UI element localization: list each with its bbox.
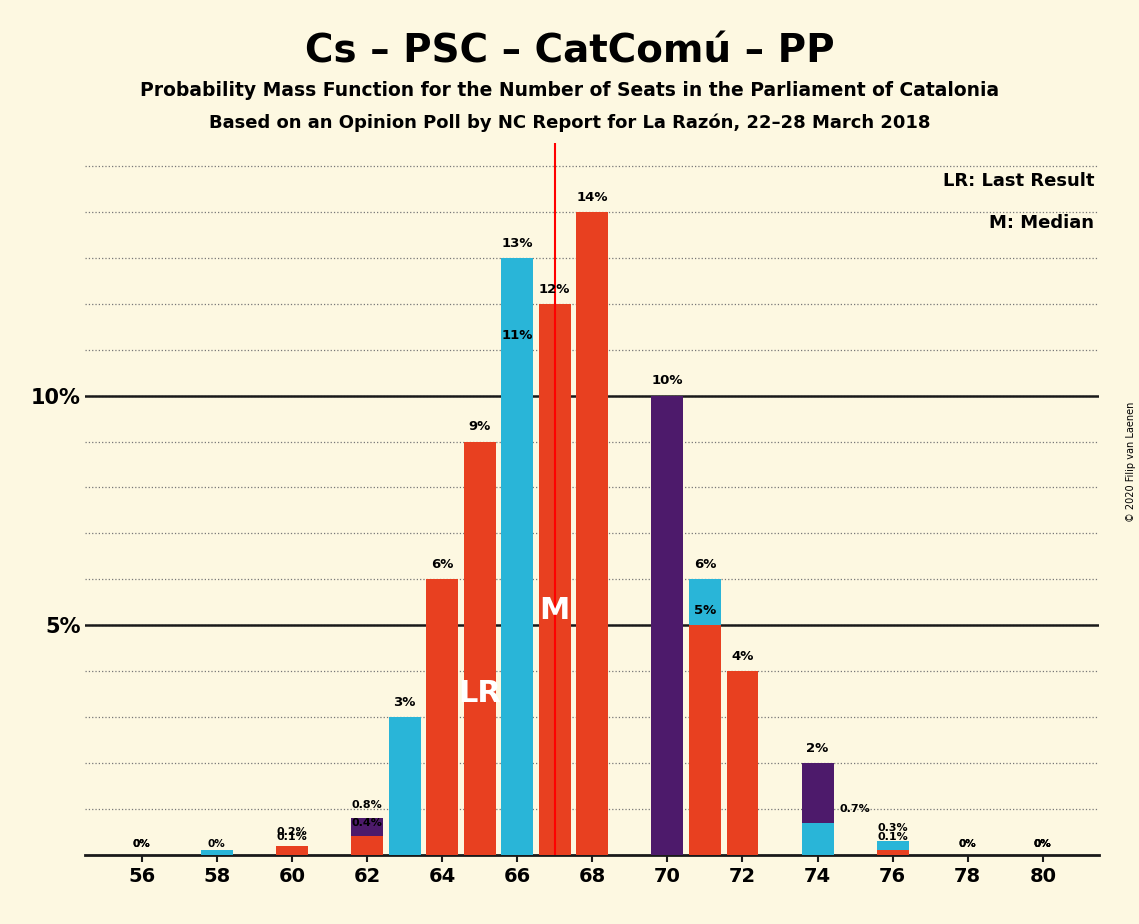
Text: M: Median: M: Median [989, 214, 1095, 232]
Bar [877, 841, 909, 855]
Text: M: M [540, 596, 570, 626]
Text: 0.8%: 0.8% [352, 799, 383, 809]
Text: 0%: 0% [959, 839, 976, 849]
Bar [877, 850, 909, 855]
Text: 0%: 0% [1034, 839, 1051, 849]
Text: 13%: 13% [501, 237, 533, 249]
Text: 0%: 0% [133, 839, 150, 849]
Text: 0%: 0% [133, 839, 150, 849]
Bar [464, 442, 495, 855]
Bar [388, 717, 420, 855]
Text: Probability Mass Function for the Number of Seats in the Parliament of Catalonia: Probability Mass Function for the Number… [140, 81, 999, 101]
Text: 9%: 9% [468, 420, 491, 433]
Text: 6%: 6% [431, 558, 453, 571]
Text: 0.7%: 0.7% [839, 804, 870, 814]
Text: 12%: 12% [539, 283, 571, 296]
Bar [276, 845, 308, 855]
Bar [276, 845, 308, 855]
Text: 0.2%: 0.2% [277, 827, 308, 837]
Bar [652, 395, 683, 855]
Bar [351, 836, 383, 855]
Text: 6%: 6% [694, 558, 716, 571]
Bar [351, 818, 383, 855]
Bar [802, 763, 834, 855]
Text: Cs – PSC – CatComú – PP: Cs – PSC – CatComú – PP [305, 32, 834, 70]
Text: 10%: 10% [652, 374, 683, 387]
Bar [689, 626, 721, 855]
Bar [501, 350, 533, 855]
Text: 14%: 14% [576, 191, 608, 204]
Bar [576, 213, 608, 855]
Text: 0.4%: 0.4% [352, 818, 383, 828]
Text: 0%: 0% [1034, 839, 1051, 849]
Bar [689, 579, 721, 855]
Text: 0%: 0% [1034, 839, 1051, 849]
Text: LR: LR [458, 679, 501, 708]
Text: 0.1%: 0.1% [877, 832, 908, 842]
Text: 0.1%: 0.1% [277, 832, 308, 842]
Text: 2%: 2% [806, 742, 829, 755]
Text: LR: Last Result: LR: Last Result [943, 172, 1095, 189]
Bar [501, 258, 533, 855]
Bar [727, 671, 759, 855]
Bar [426, 579, 458, 855]
Text: 0%: 0% [959, 839, 976, 849]
Text: Based on an Opinion Poll by NC Report for La Razón, 22–28 March 2018: Based on an Opinion Poll by NC Report fo… [208, 114, 931, 132]
Text: © 2020 Filip van Laenen: © 2020 Filip van Laenen [1126, 402, 1136, 522]
Text: 4%: 4% [731, 650, 754, 663]
Bar [200, 850, 232, 855]
Text: 11%: 11% [501, 329, 533, 342]
Bar [539, 304, 571, 855]
Text: 0%: 0% [208, 839, 226, 849]
Text: 3%: 3% [393, 696, 416, 709]
Text: 5%: 5% [694, 604, 716, 617]
Bar [802, 822, 834, 855]
Text: 0.3%: 0.3% [877, 822, 908, 833]
